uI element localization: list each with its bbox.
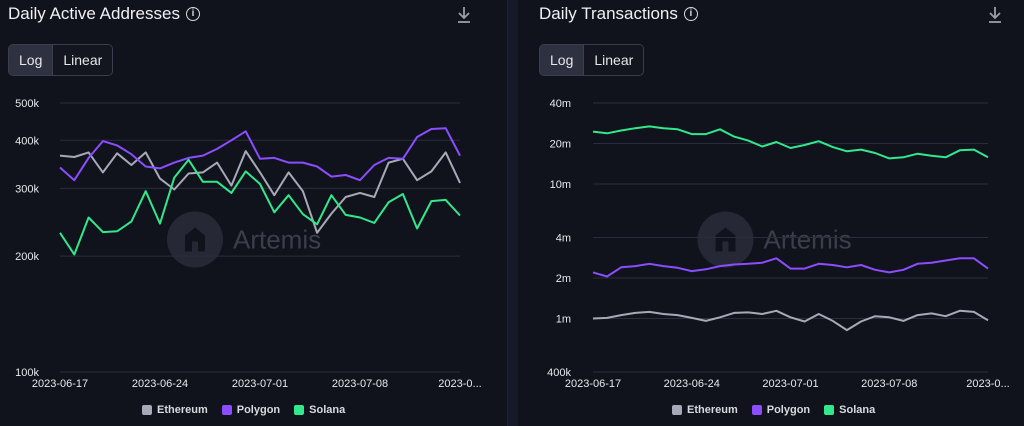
y-tick-label: 10m — [550, 179, 571, 191]
y-tick-label: 2m — [556, 273, 571, 285]
legend-swatch-polygon — [751, 405, 762, 415]
series-line-solana[interactable] — [59, 158, 461, 256]
watermark-mark-icon — [715, 227, 736, 252]
series-line-ethereum[interactable] — [592, 309, 989, 332]
log-button[interactable]: Log — [540, 45, 584, 75]
y-tick-label: 100k — [15, 367, 39, 379]
y-tick-label: 500k — [15, 98, 39, 110]
chart-title: Daily Active Addresses i — [8, 4, 200, 24]
chart-title-text: Daily Active Addresses — [8, 4, 180, 23]
y-tick-label: 400k — [15, 135, 39, 147]
x-tick-label: 2023-0... — [966, 378, 1009, 390]
series-line-polygon[interactable] — [592, 257, 989, 278]
x-tick-label: 2023-07-01 — [232, 378, 288, 390]
x-tick-label: 2023-07-08 — [332, 378, 388, 390]
legend-item-ethereum[interactable]: Ethereum — [672, 404, 738, 416]
y-tick-label: 300k — [15, 183, 39, 195]
series-line-ethereum[interactable] — [59, 150, 461, 234]
chart-panel-right: Daily Transactions i Log Linear Artemis 4… — [518, 0, 1024, 426]
legend-swatch-polygon — [221, 405, 232, 415]
daily-transactions-chart: Artemis 400k 1m 2m 4m 10m 20m 40m 2023-06-17 2023… — [547, 98, 1010, 390]
legend-item-ethereum[interactable]: Ethereum — [142, 404, 208, 416]
watermark-text: Artemis — [233, 225, 321, 255]
legend-label-polygon: Polygon — [236, 404, 281, 416]
x-tick-label: 2023-0... — [438, 378, 481, 390]
x-tick-label: 2023-06-24 — [132, 378, 188, 390]
log-button[interactable]: Log — [9, 45, 53, 75]
legend: Ethereum Polygon Solana — [672, 404, 875, 416]
legend-swatch-ethereum — [142, 405, 152, 415]
legend-label-solana: Solana — [309, 404, 346, 416]
legend-label-solana: Solana — [839, 404, 876, 416]
legend-swatch-solana — [824, 405, 835, 415]
legend-item-polygon[interactable]: Polygon — [751, 404, 811, 416]
info-icon[interactable]: i — [683, 7, 698, 21]
legend-item-polygon[interactable]: Polygon — [221, 404, 281, 416]
y-tick-label: 20m — [550, 138, 571, 150]
info-icon[interactable]: i — [185, 7, 200, 21]
legend-item-solana[interactable]: Solana — [824, 404, 875, 416]
legend-item-solana[interactable]: Solana — [294, 404, 345, 416]
linear-button[interactable]: Linear — [583, 45, 644, 75]
y-tick-label: 200k — [15, 251, 39, 263]
download-icon[interactable] — [987, 6, 1003, 24]
scale-toggle: Log Linear — [539, 44, 645, 76]
series-line-solana[interactable] — [592, 125, 989, 160]
watermark-text: Artemis — [764, 225, 852, 255]
x-tick-label: 2023-06-17 — [565, 378, 621, 390]
x-tick-label: 2023-06-17 — [32, 378, 88, 390]
x-tick-label: 2023-07-08 — [861, 378, 917, 390]
watermark-mark-icon — [185, 227, 205, 252]
chart-title: Daily Transactions i — [539, 4, 698, 24]
y-tick-label: 1m — [556, 313, 571, 325]
daily-active-addresses-chart: Artemis 100k 200k 300k 400k 500k 2023-06-17 202… — [15, 98, 482, 390]
linear-button[interactable]: Linear — [52, 45, 113, 75]
chart-title-text: Daily Transactions — [539, 4, 678, 23]
download-icon[interactable] — [456, 6, 472, 24]
scale-toggle: Log Linear — [8, 44, 114, 76]
legend-label-ethereum: Ethereum — [157, 404, 208, 416]
legend: Ethereum Polygon Solana — [142, 404, 345, 416]
y-tick-label: 4m — [556, 233, 571, 245]
legend-swatch-solana — [294, 405, 305, 415]
chart-panel-left: Daily Active Addresses i Log Linear Arte… — [0, 0, 506, 426]
x-tick-label: 2023-06-24 — [664, 378, 720, 390]
watermark: Artemis — [697, 211, 852, 268]
series-line-polygon[interactable] — [59, 127, 461, 182]
watermark: Artemis — [167, 211, 321, 268]
y-tick-label: 400k — [547, 367, 571, 379]
y-tick-label: 40m — [550, 98, 571, 110]
legend-label-ethereum: Ethereum — [687, 404, 738, 416]
legend-swatch-ethereum — [672, 405, 682, 415]
legend-label-polygon: Polygon — [766, 404, 811, 416]
x-tick-label: 2023-07-01 — [762, 378, 818, 390]
